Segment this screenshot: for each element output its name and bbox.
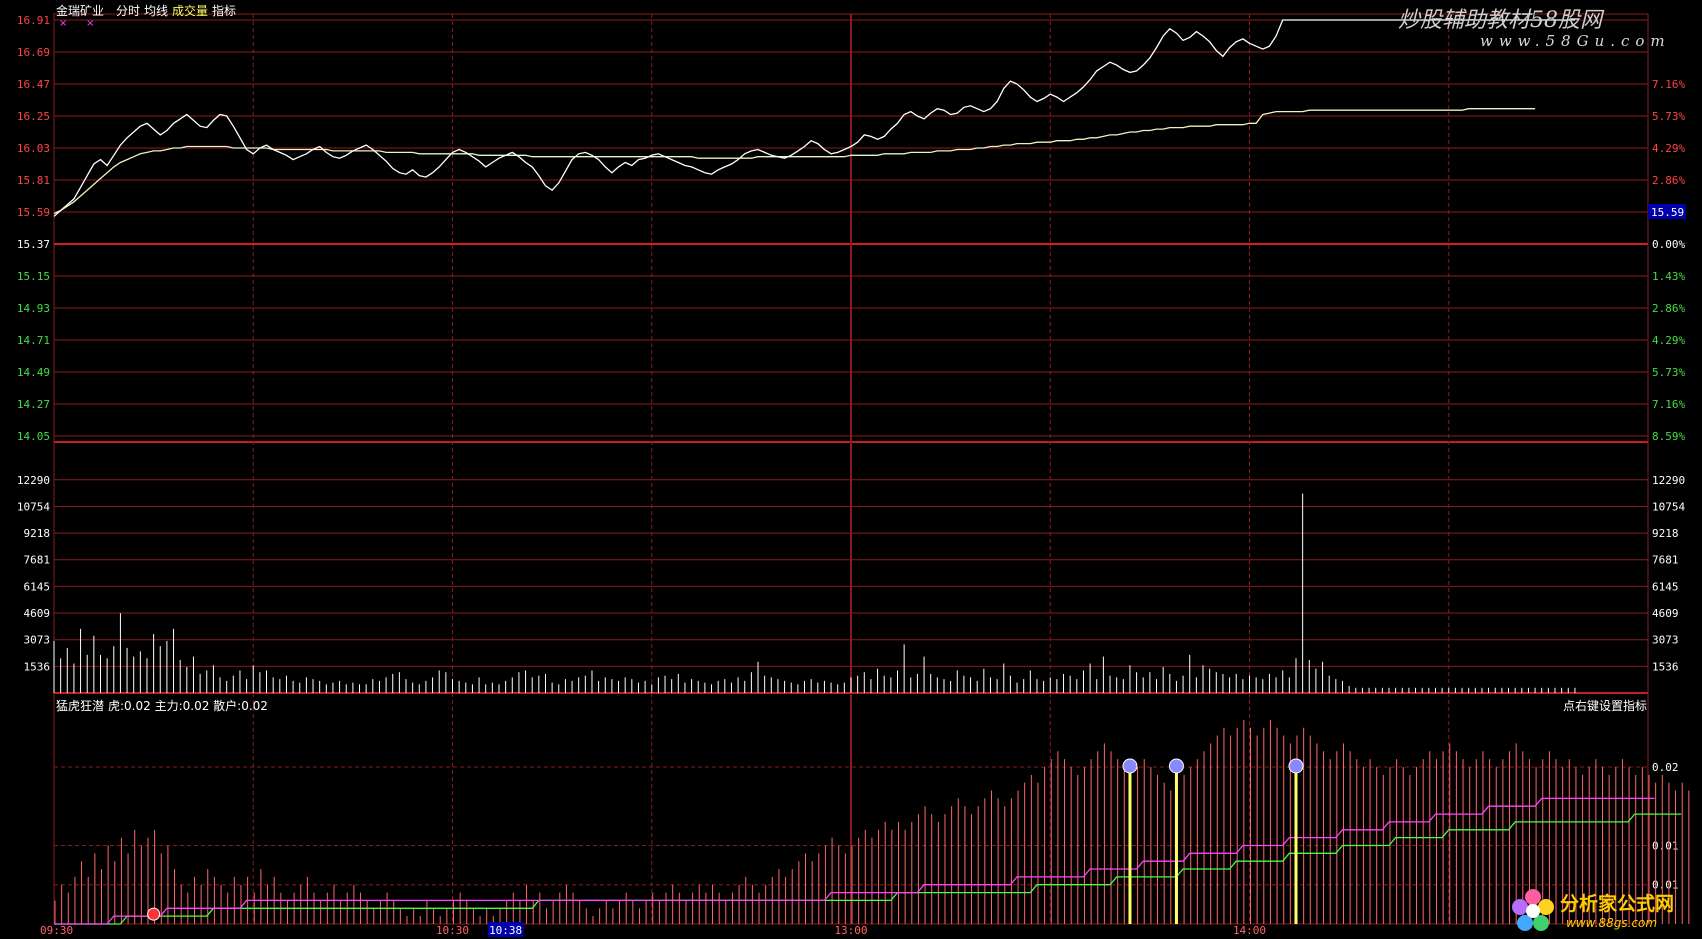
time-axis-label: 10:30 <box>436 924 469 937</box>
volume-axis-label: 12290 <box>17 474 50 487</box>
time-cursor-tag-bg <box>487 922 524 937</box>
time-cursor-tag-text: 10:38 <box>489 924 522 937</box>
percent-axis-label: 8.59% <box>1652 430 1685 443</box>
percent-axis-label: 1.43% <box>1652 270 1685 283</box>
volume-axis-label: 6145 <box>24 580 51 593</box>
price-axis-label: 16.91 <box>17 14 50 27</box>
volume-axis-label: 1536 <box>24 660 51 673</box>
watermark-title: 炒股辅助教材58股网 <box>1398 8 1602 33</box>
volume-axis-label: 9218 <box>24 527 51 540</box>
marker-x-2: × <box>86 18 95 29</box>
tab-junxian[interactable]: 均线 <box>144 4 169 18</box>
average-price-line <box>53 108 1536 215</box>
indicator-green-line <box>54 813 1682 925</box>
volume-axis-label-right: 9218 <box>1652 527 1679 540</box>
stock-name: 金瑞矿业 <box>56 4 105 18</box>
time-axis-label: 14:00 <box>1233 924 1266 937</box>
indicator-axis-label: 0.02 <box>1652 761 1679 774</box>
signal-marker-icon <box>1122 758 1138 774</box>
watermark-bottom-title: 分析家公式网 <box>1560 893 1675 915</box>
price-axis-label: 15.37 <box>17 238 50 251</box>
indicator-values: 虎:0.02 主力:0.02 散户:0.02 <box>108 699 268 713</box>
price-line <box>53 19 1575 217</box>
buy-marker-icon <box>147 907 161 921</box>
price-axis-label: 15.59 <box>17 206 50 219</box>
indicator-settings-hint[interactable]: 点右键设置指标 <box>1563 699 1648 713</box>
price-axis-label: 14.49 <box>17 366 50 379</box>
volume-axis-label: 4609 <box>24 607 51 620</box>
price-axis-label: 14.93 <box>17 302 50 315</box>
percent-axis-label: 5.73% <box>1652 366 1685 379</box>
percent-axis-label: 2.86% <box>1652 174 1685 187</box>
percent-axis-label: 5.73% <box>1652 110 1685 123</box>
signal-marker-icon <box>1288 758 1304 774</box>
tab-fenshi[interactable]: 分时 <box>116 4 141 18</box>
flower-logo-icon <box>1510 888 1556 934</box>
price-axis-label: 14.27 <box>17 398 50 411</box>
tab-chengjiaoliang[interactable]: 成交量 <box>172 4 209 18</box>
volume-axis-label-right: 1536 <box>1652 660 1679 673</box>
volume-axis-label-right: 4609 <box>1652 607 1679 620</box>
marker-x-1: × <box>59 18 68 29</box>
price-axis-label: 15.81 <box>17 174 50 187</box>
price-axis-label: 14.71 <box>17 334 50 347</box>
volume-axis-label-right: 6145 <box>1652 580 1679 593</box>
price-axis-label: 16.25 <box>17 110 50 123</box>
time-axis-label: 09:30 <box>40 924 73 937</box>
percent-axis-label: 4.29% <box>1652 334 1685 347</box>
current-price-tag-bg <box>1648 204 1686 219</box>
current-price-tag-text: 15.59 <box>1651 206 1684 219</box>
percent-axis-label: 7.16% <box>1652 78 1685 91</box>
time-axis-label: 13:00 <box>834 924 867 937</box>
price-axis-label: 16.03 <box>17 142 50 155</box>
price-axis-label: 16.47 <box>17 78 50 91</box>
volume-axis-label-right: 12290 <box>1652 474 1685 487</box>
indicator-name: 猛虎狂潜 <box>56 699 105 713</box>
volume-axis-label: 10754 <box>17 500 50 513</box>
price-axis-label: 14.05 <box>17 430 50 443</box>
volume-axis-label-right: 3073 <box>1652 634 1679 647</box>
volume-axis-label: 3073 <box>24 634 51 647</box>
price-axis-label: 16.69 <box>17 46 50 59</box>
indicator-axis-label: 0.01 <box>1652 879 1679 892</box>
indicator-pink-line <box>54 797 1655 925</box>
watermark-url: www.58Gu.com <box>1480 32 1671 50</box>
watermark-bottom-url: www.88gs.com <box>1566 916 1658 930</box>
percent-axis-label: 2.86% <box>1652 302 1685 315</box>
indicator-axis-label: 0.01 <box>1652 839 1679 852</box>
percent-axis-label: 0.00% <box>1652 238 1685 251</box>
percent-axis-label: 4.29% <box>1652 142 1685 155</box>
volume-axis-label: 7681 <box>24 554 51 567</box>
signal-marker-icon <box>1168 758 1184 774</box>
percent-axis-label: 7.16% <box>1652 398 1685 411</box>
tab-zhibiao[interactable]: 指标 <box>212 4 237 18</box>
price-axis-label: 15.15 <box>17 270 50 283</box>
volume-axis-label-right: 7681 <box>1652 554 1679 567</box>
volume-axis-label-right: 10754 <box>1652 500 1685 513</box>
